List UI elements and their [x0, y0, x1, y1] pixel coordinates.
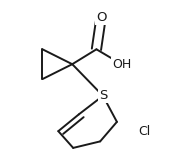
Text: S: S [99, 89, 107, 102]
Text: Cl: Cl [138, 125, 150, 138]
Text: O: O [96, 11, 106, 24]
Text: OH: OH [112, 58, 131, 71]
